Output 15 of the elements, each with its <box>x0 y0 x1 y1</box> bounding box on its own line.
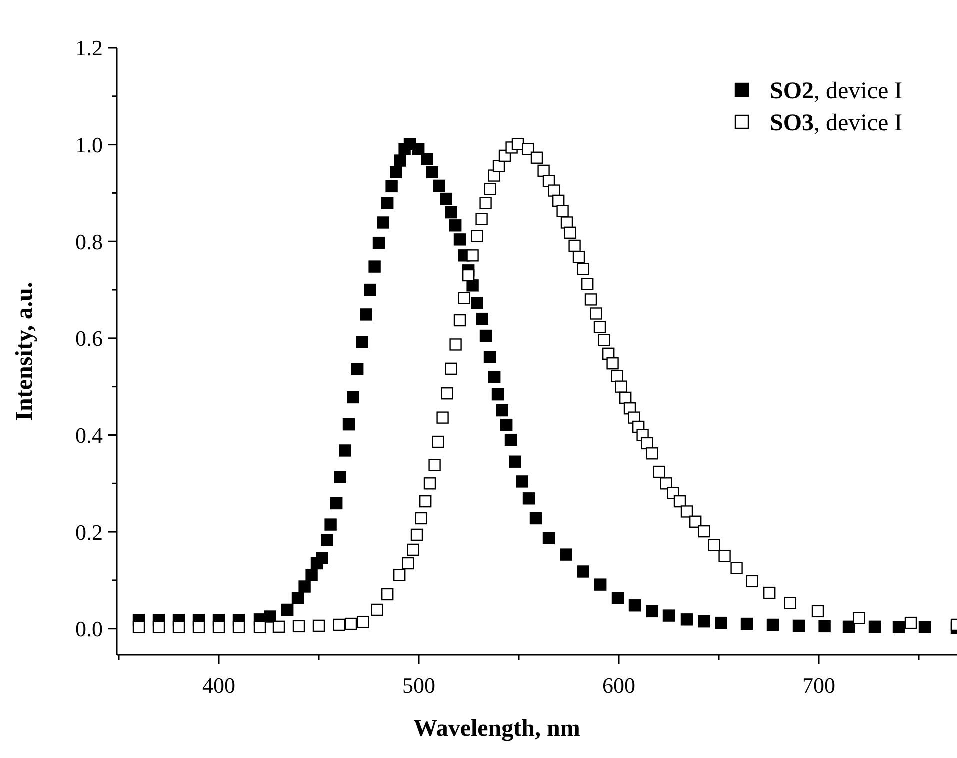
y-tick-label: 0.2 <box>76 520 103 545</box>
x-axis-title: Wavelength, nm <box>414 716 580 742</box>
x-tick-label: 600 <box>602 673 636 698</box>
y-axis-title: Intensity, a.u. <box>12 282 38 421</box>
legend-label: SO2, device I <box>770 78 903 104</box>
y-tick-label: 0.6 <box>76 326 103 352</box>
x-tick-label: 500 <box>402 673 436 698</box>
y-tick-label: 0.4 <box>76 422 103 448</box>
y-tick-label: 1.0 <box>76 132 103 158</box>
y-tick-label: 0.8 <box>76 229 103 254</box>
legend-label: SO3, device I <box>770 110 903 136</box>
text: 0.0 <box>76 616 103 642</box>
y-tick-label: 1.2 <box>76 36 103 61</box>
x-tick-label: 700 <box>802 673 836 698</box>
x-tick-label: 400 <box>202 673 236 698</box>
